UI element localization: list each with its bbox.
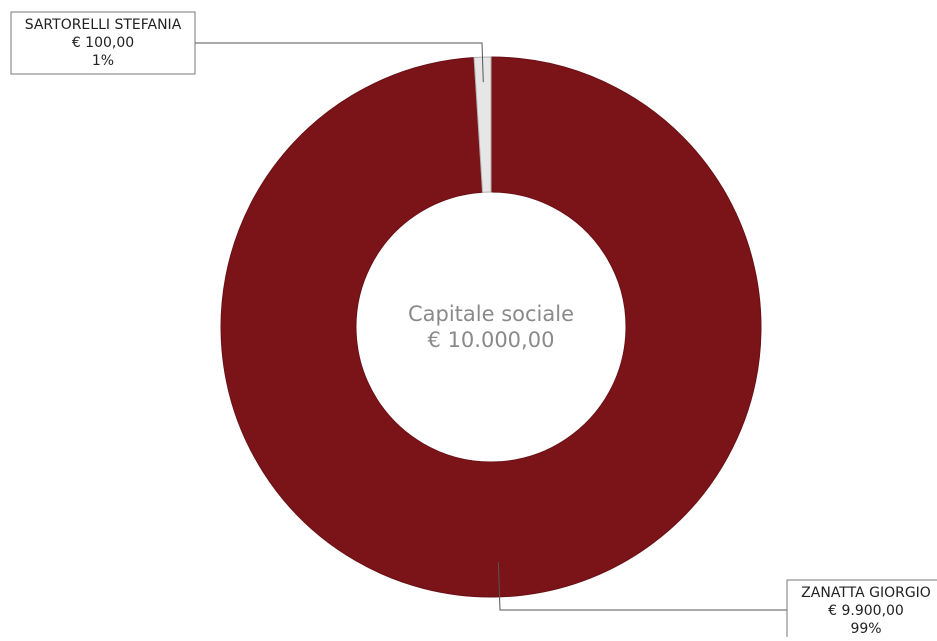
center-label: Capitale sociale € 10.000,00 <box>408 302 574 352</box>
center-value: € 10.000,00 <box>428 328 555 352</box>
slice-percent: 1% <box>92 53 114 69</box>
labels-layer: ZANATTA GIORGIO € 9.900,00 99% SARTORELLI S… <box>10 11 937 641</box>
slice-label-2: SARTORELLI STEFANIA € 100,00 1% <box>10 11 484 83</box>
donut-slice-2[interactable] <box>473 56 492 193</box>
label-box <box>786 579 937 641</box>
slice-name: ZANATTA GIORGIO <box>801 585 931 601</box>
leader-line <box>195 42 484 83</box>
slice-percent: 99% <box>850 621 881 637</box>
leader-line <box>497 561 787 611</box>
slices-layer <box>220 56 762 598</box>
label-box <box>10 11 196 75</box>
slice-value: € 9.900,00 <box>828 603 904 619</box>
center-title: Capitale sociale <box>408 302 574 326</box>
donut-slice-1[interactable] <box>220 56 762 598</box>
slice-name: SARTORELLI STEFANIA <box>25 17 182 33</box>
slice-label-1: ZANATTA GIORGIO € 9.900,00 99% <box>497 561 937 641</box>
slice-value: € 100,00 <box>72 35 134 51</box>
